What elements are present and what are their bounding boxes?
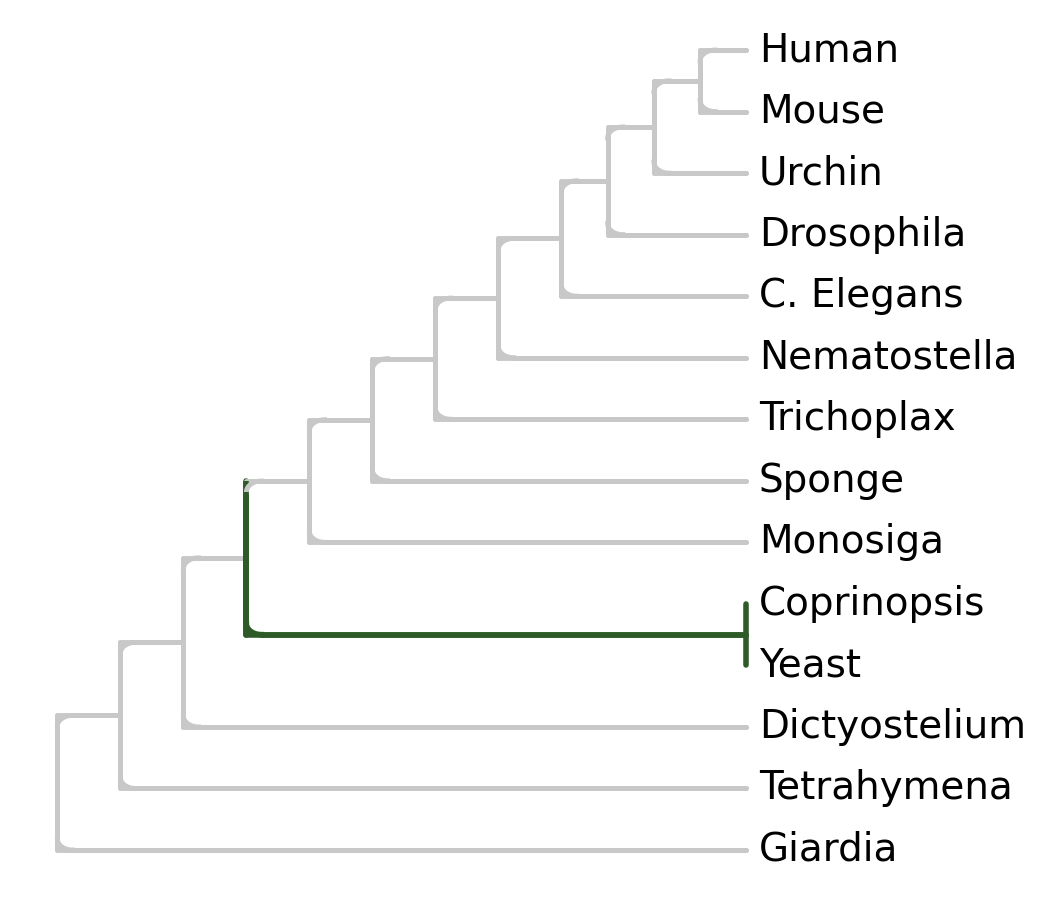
Text: Human: Human xyxy=(758,31,899,69)
Text: Dictyostelium: Dictyostelium xyxy=(758,708,1026,746)
Text: Drosophila: Drosophila xyxy=(758,216,966,254)
Text: Urchin: Urchin xyxy=(758,154,883,192)
Text: Mouse: Mouse xyxy=(758,93,885,130)
Text: Yeast: Yeast xyxy=(758,646,861,684)
Text: Sponge: Sponge xyxy=(758,462,905,500)
Text: C. Elegans: C. Elegans xyxy=(758,277,963,315)
Text: Coprinopsis: Coprinopsis xyxy=(758,585,985,623)
Text: Giardia: Giardia xyxy=(758,831,898,869)
Text: Nematostella: Nematostella xyxy=(758,338,1018,377)
Text: Tetrahymena: Tetrahymena xyxy=(758,770,1012,807)
Text: Trichoplax: Trichoplax xyxy=(758,400,956,438)
Text: Monosiga: Monosiga xyxy=(758,523,944,562)
